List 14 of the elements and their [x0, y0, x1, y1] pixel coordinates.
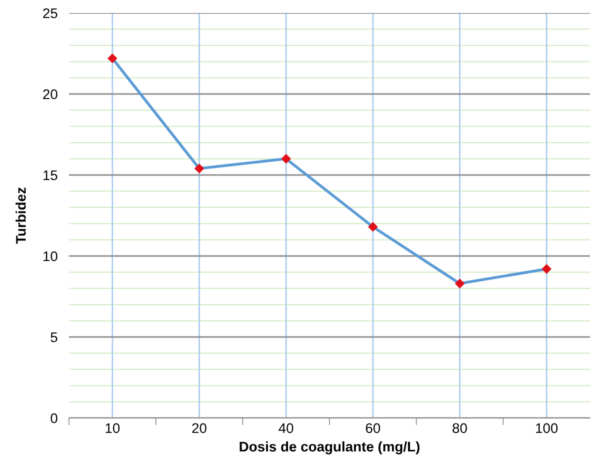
y-tick-label: 5: [50, 332, 58, 342]
x-tick-label: 10: [106, 423, 120, 434]
x-tick-label: 20: [192, 423, 206, 434]
y-tick-label: 15: [44, 170, 58, 180]
x-axis-title: Dosis de coagulante (mg/L): [240, 441, 420, 454]
y-axis-title: Turbidez: [16, 188, 26, 244]
x-tick-label: 40: [278, 423, 294, 434]
x-tick-label: 60: [366, 423, 380, 434]
y-tick-label: 0: [50, 413, 58, 424]
y-tick-label: 25: [43, 8, 58, 18]
x-tick-label: 100: [536, 423, 558, 434]
y-tick-label: 20: [43, 89, 58, 100]
x-tick-label: 80: [452, 423, 467, 434]
y-tick-label: 10: [44, 251, 58, 262]
